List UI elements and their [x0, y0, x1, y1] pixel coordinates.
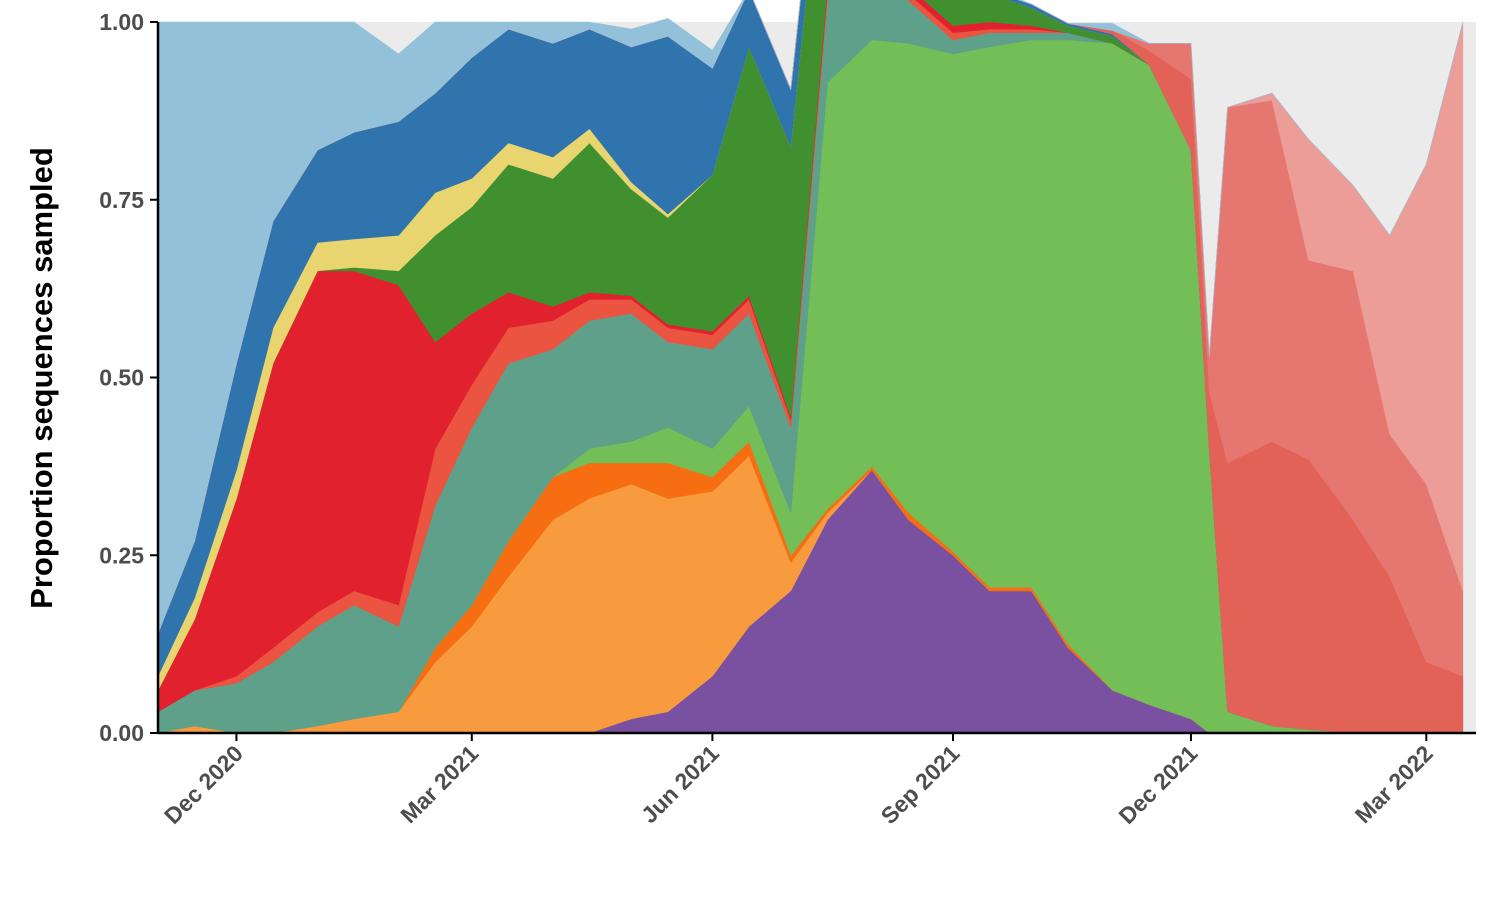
area-series-14: [157, 0, 1464, 634]
x-tick-label: Mar 2022: [1350, 740, 1438, 828]
y-axis-title: Proportion sequences sampled: [24, 147, 59, 609]
y-tick-label: 1.00: [99, 9, 144, 35]
x-tick-label: Jun 2021: [636, 740, 724, 828]
x-axis: Dec 2020 Mar 2021 Jun 2021 Sep 2021 Dec 2021…: [158, 731, 1476, 829]
y-tick-label: 0.50: [99, 365, 144, 391]
y-tick-label: 0.00: [99, 720, 144, 746]
x-tick-label: Sep 2021: [876, 740, 965, 829]
y-axis: 0.00 0.25 0.50 0.75 1.00: [99, 9, 160, 746]
area-layers: [157, 0, 1464, 734]
x-tick-label: Mar 2021: [395, 740, 483, 828]
x-tick-label: Dec 2020: [159, 740, 248, 829]
y-tick-label: 0.25: [99, 542, 144, 568]
y-tick-label: 0.75: [99, 187, 144, 213]
x-tick-label: Dec 2021: [1114, 740, 1203, 829]
